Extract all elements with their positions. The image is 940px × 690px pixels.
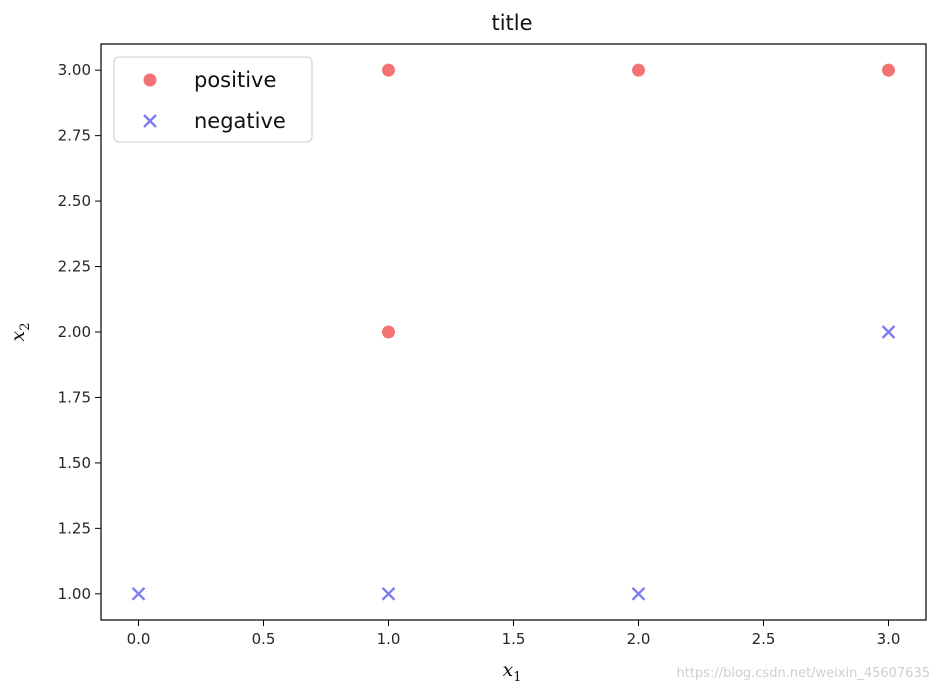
legend-label-positive: positive xyxy=(194,68,276,92)
data-markers xyxy=(131,63,896,601)
y-tick-label: 1.00 xyxy=(58,585,91,603)
x-axis-label: x1 xyxy=(503,659,522,685)
negative-point xyxy=(131,586,146,601)
chart-title: title xyxy=(491,11,532,35)
y-axis-label-main: x xyxy=(7,331,29,342)
negative-point xyxy=(631,586,646,601)
y-axis: 1.00 1.25 1.50 1.75 2.00 2.25 2.50 2.75 3.00 xyxy=(58,61,101,603)
x-tick-label: 3.0 xyxy=(877,630,901,648)
positive-point xyxy=(882,63,895,77)
positive-point xyxy=(382,325,395,339)
y-tick-label: 2.25 xyxy=(58,258,91,276)
y-tick-label: 3.00 xyxy=(58,61,91,79)
plot-area: 0.0 0.5 1.0 1.5 2.0 2.5 3.0 1.00 1.25 1.50 1.75 2.… xyxy=(58,43,927,648)
negative-point xyxy=(381,586,396,601)
legend-box xyxy=(113,56,313,143)
x-tick-label: 0.5 xyxy=(252,630,276,648)
x-tick-label: 0.0 xyxy=(127,630,151,648)
watermark-text: https://blog.csdn.net/weixin_45607635 xyxy=(676,666,930,681)
y-tick-label: 2.50 xyxy=(58,192,91,210)
x-tick-label: 2.5 xyxy=(752,630,776,648)
y-tick-label: 1.25 xyxy=(58,519,91,537)
y-tick-label: 1.50 xyxy=(58,454,91,472)
negative-point xyxy=(881,325,896,339)
positive-point xyxy=(632,63,645,77)
legend-marker-negative xyxy=(143,114,157,128)
legend-label-negative: negative xyxy=(194,109,286,133)
legend-marker-positive xyxy=(143,73,157,87)
y-tick-label: 2.75 xyxy=(58,127,91,145)
y-tick-label: 1.75 xyxy=(58,388,91,406)
legend: positive negative xyxy=(113,56,313,143)
x-tick-label: 1.5 xyxy=(502,630,526,648)
x-tick-label: 1.0 xyxy=(377,630,401,648)
positive-point xyxy=(382,63,395,77)
y-axis-label: x2 xyxy=(7,323,33,342)
y-axis-label-subscript: 2 xyxy=(18,323,33,331)
y-tick-label: 2.00 xyxy=(58,323,91,341)
x-axis-label-subscript: 1 xyxy=(513,670,521,685)
x-axis: 0.0 0.5 1.0 1.5 2.0 2.5 3.0 xyxy=(127,620,901,648)
x-tick-label: 2.0 xyxy=(627,630,651,648)
x-axis-label-main: x xyxy=(503,659,514,681)
